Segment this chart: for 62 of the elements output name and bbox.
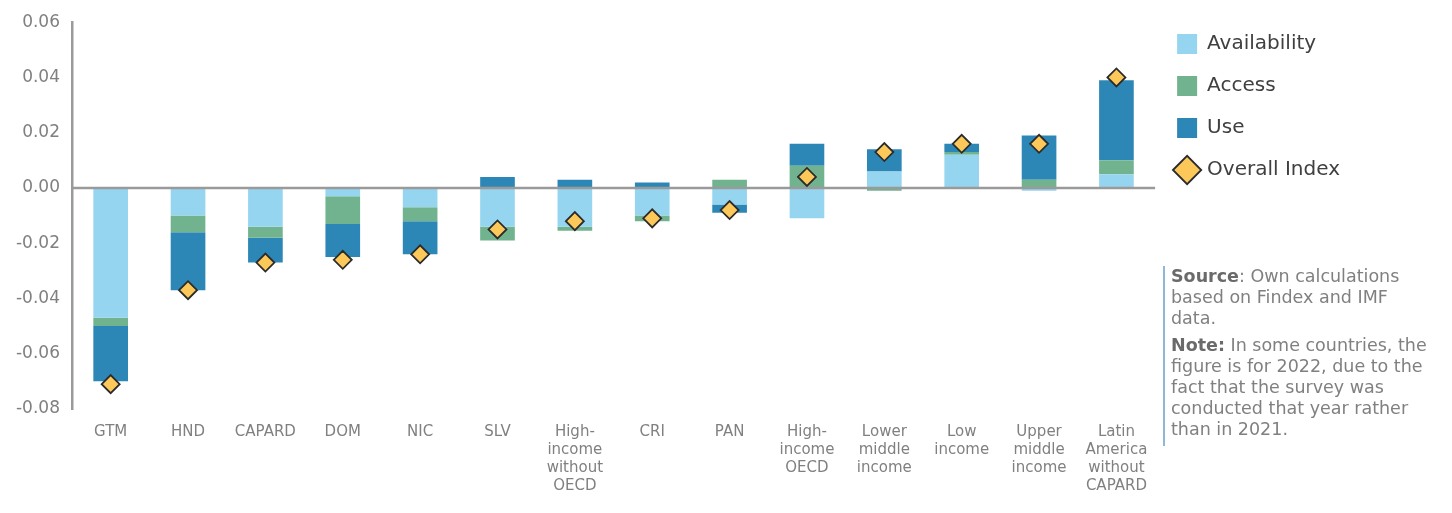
x-tick-label: HND (171, 421, 206, 440)
bar (170, 215, 206, 233)
bar (867, 171, 902, 188)
y-tick-label: -0.02 (15, 231, 60, 252)
point (642, 208, 663, 229)
x-tick-label: DOM (324, 421, 361, 440)
x-tick-label: PAN (714, 421, 745, 440)
point (951, 133, 972, 154)
point (564, 211, 585, 232)
point (255, 252, 276, 273)
y-tick-label: -0.06 (15, 342, 60, 363)
legend-label: Availability (1207, 30, 1317, 55)
bar (325, 196, 361, 224)
bar (325, 223, 361, 258)
legend-label: Use (1207, 114, 1245, 139)
y-tick-label: 0.04 (22, 65, 60, 86)
bar (93, 317, 128, 327)
y-tick-label: 0.00 (22, 176, 60, 197)
x-tick-label: CAPARD (234, 421, 296, 440)
y-tick-label: 0.02 (22, 121, 60, 142)
source-note: Source: Own calculations based on Findex and IMF data. (1171, 266, 1401, 329)
x-tick-label: NIC (407, 421, 434, 440)
y-tick-label: 0.06 (22, 10, 60, 31)
bar (1099, 174, 1134, 188)
bar (402, 187, 438, 208)
point (178, 280, 198, 301)
bar (1099, 80, 1134, 161)
point (332, 249, 353, 270)
legend-label: Overall Index (1207, 156, 1341, 181)
x-tick-label: CRI (639, 421, 665, 440)
bar (789, 187, 825, 219)
bar (944, 154, 980, 188)
point (719, 200, 740, 220)
text: Note: In some countries, the figure is for 2022, due to the fact that the survey was conducted that year rather than in 2021. (1171, 335, 1428, 440)
y-tick-label: -0.08 (15, 397, 60, 418)
point (487, 219, 508, 240)
bar (170, 232, 206, 291)
bar (480, 187, 515, 227)
point (1029, 133, 1049, 154)
x-tick-label: GTM (94, 421, 128, 440)
x-tick-label: Latin America without CAPARD (1085, 421, 1148, 494)
bar (480, 176, 515, 188)
x-tick-label: SLV (484, 421, 512, 440)
point (100, 374, 121, 395)
bar (93, 187, 128, 318)
y-tick-label: -0.04 (15, 286, 60, 307)
x-tick-label: High-income OECD (779, 421, 835, 476)
bar (789, 143, 825, 166)
x-tick-label: Low income (934, 421, 990, 458)
bar (170, 187, 206, 216)
x-tick-label: Lower middle income (856, 421, 912, 476)
legend-label: Access (1207, 72, 1276, 97)
point (410, 244, 431, 265)
bar (402, 207, 438, 222)
point (1106, 67, 1127, 88)
x-tick-label: High-income without OECD (546, 421, 604, 494)
bar (248, 187, 283, 227)
bar (1099, 160, 1134, 175)
bar (93, 326, 128, 382)
x-tick-label: Upper middle income (1011, 421, 1067, 476)
bar (248, 226, 283, 238)
bar (944, 152, 980, 155)
